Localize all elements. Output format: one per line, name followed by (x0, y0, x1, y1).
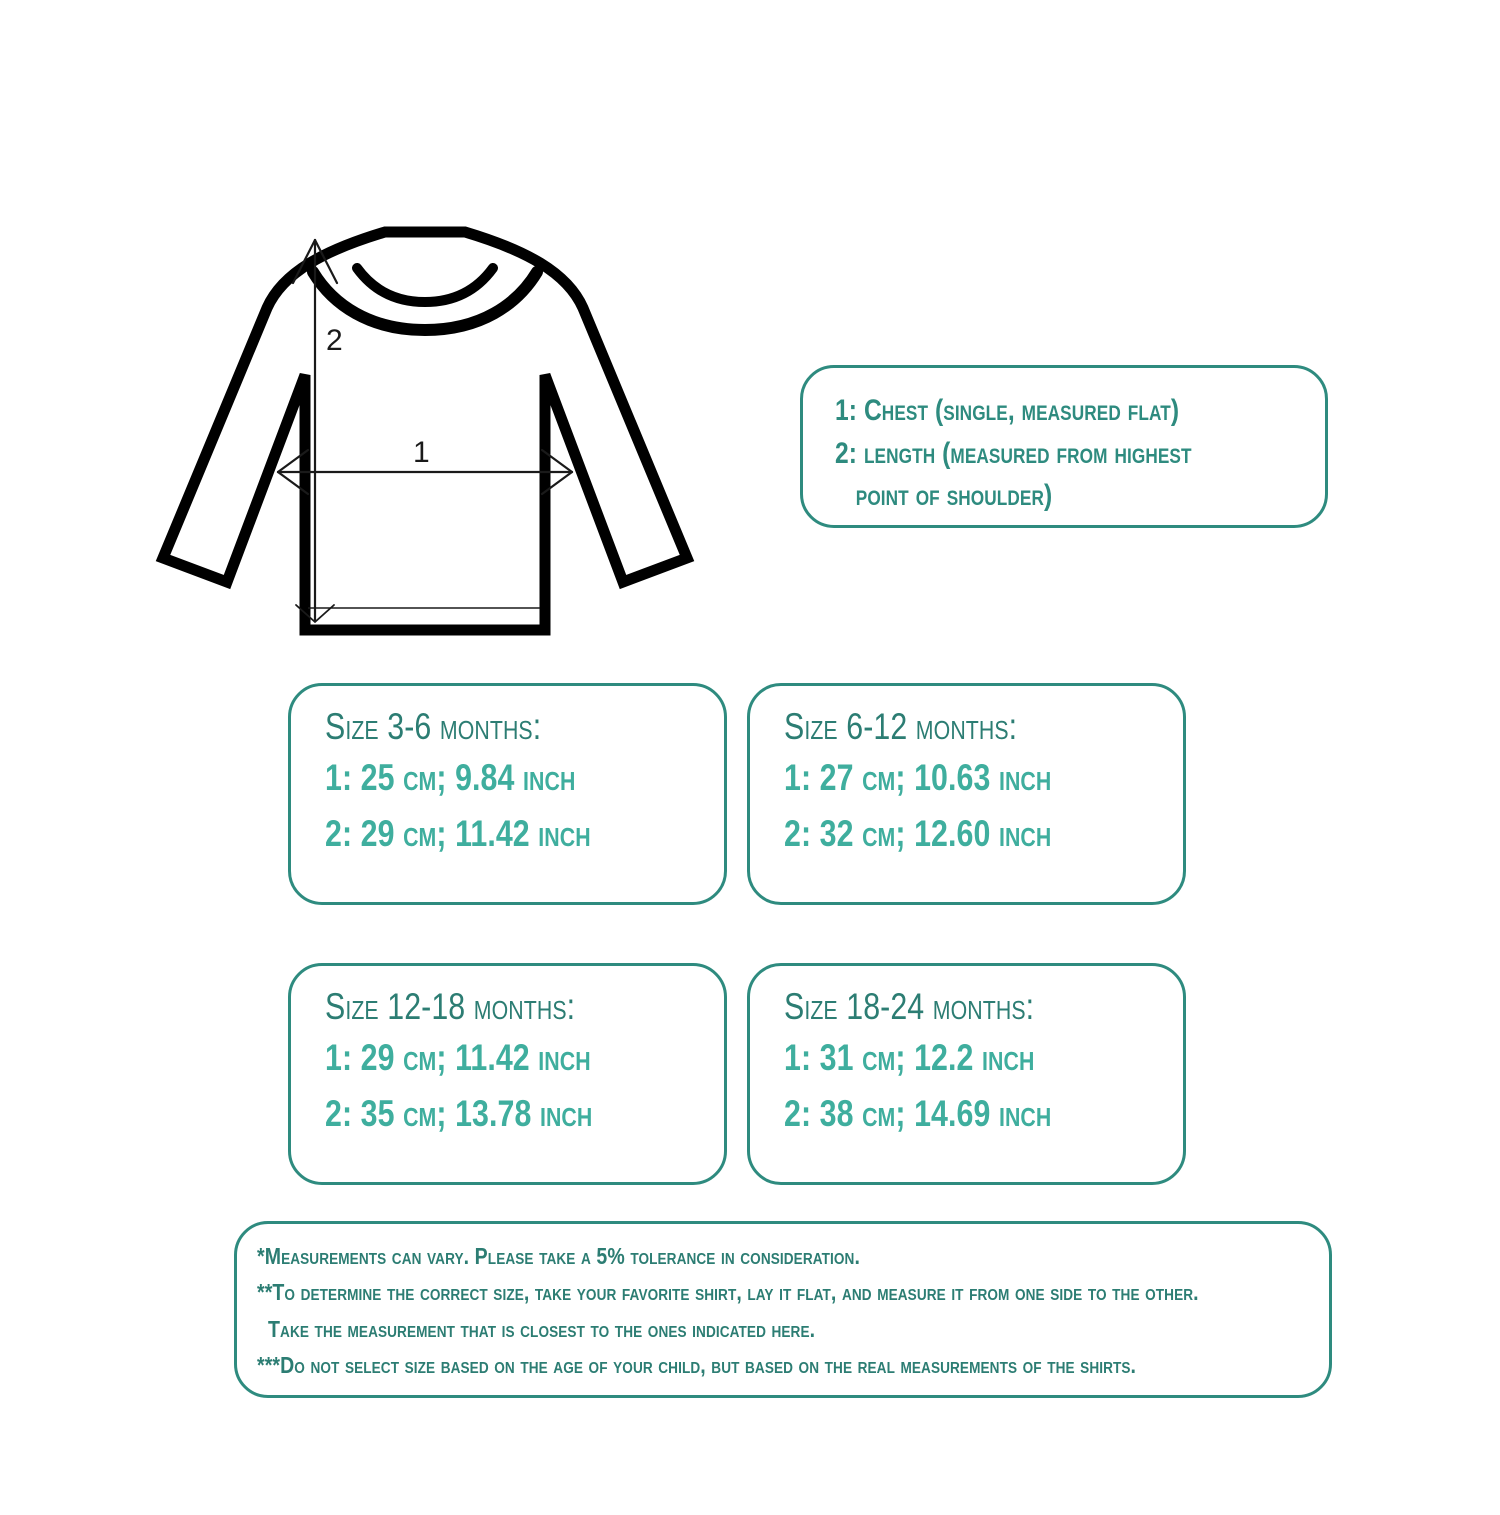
svg-text:2: 2 (326, 324, 343, 357)
svg-text:1: 1 (413, 436, 430, 469)
